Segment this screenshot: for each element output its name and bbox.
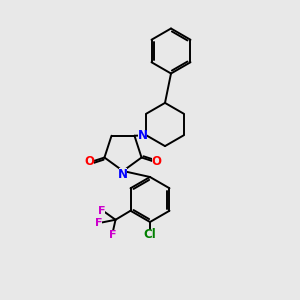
Text: F: F: [98, 206, 105, 216]
Bar: [144, 230, 156, 239]
Text: Cl: Cl: [144, 228, 156, 241]
Text: N: N: [118, 167, 128, 181]
Bar: [139, 131, 147, 140]
Bar: [96, 219, 102, 226]
Bar: [152, 158, 160, 166]
Bar: [98, 207, 105, 214]
Text: F: F: [109, 230, 116, 240]
Text: O: O: [85, 155, 94, 169]
Bar: [119, 168, 127, 177]
Bar: [85, 158, 94, 166]
Text: N: N: [138, 129, 148, 142]
Bar: [109, 231, 116, 238]
Text: O: O: [152, 155, 161, 169]
Text: F: F: [95, 218, 103, 228]
